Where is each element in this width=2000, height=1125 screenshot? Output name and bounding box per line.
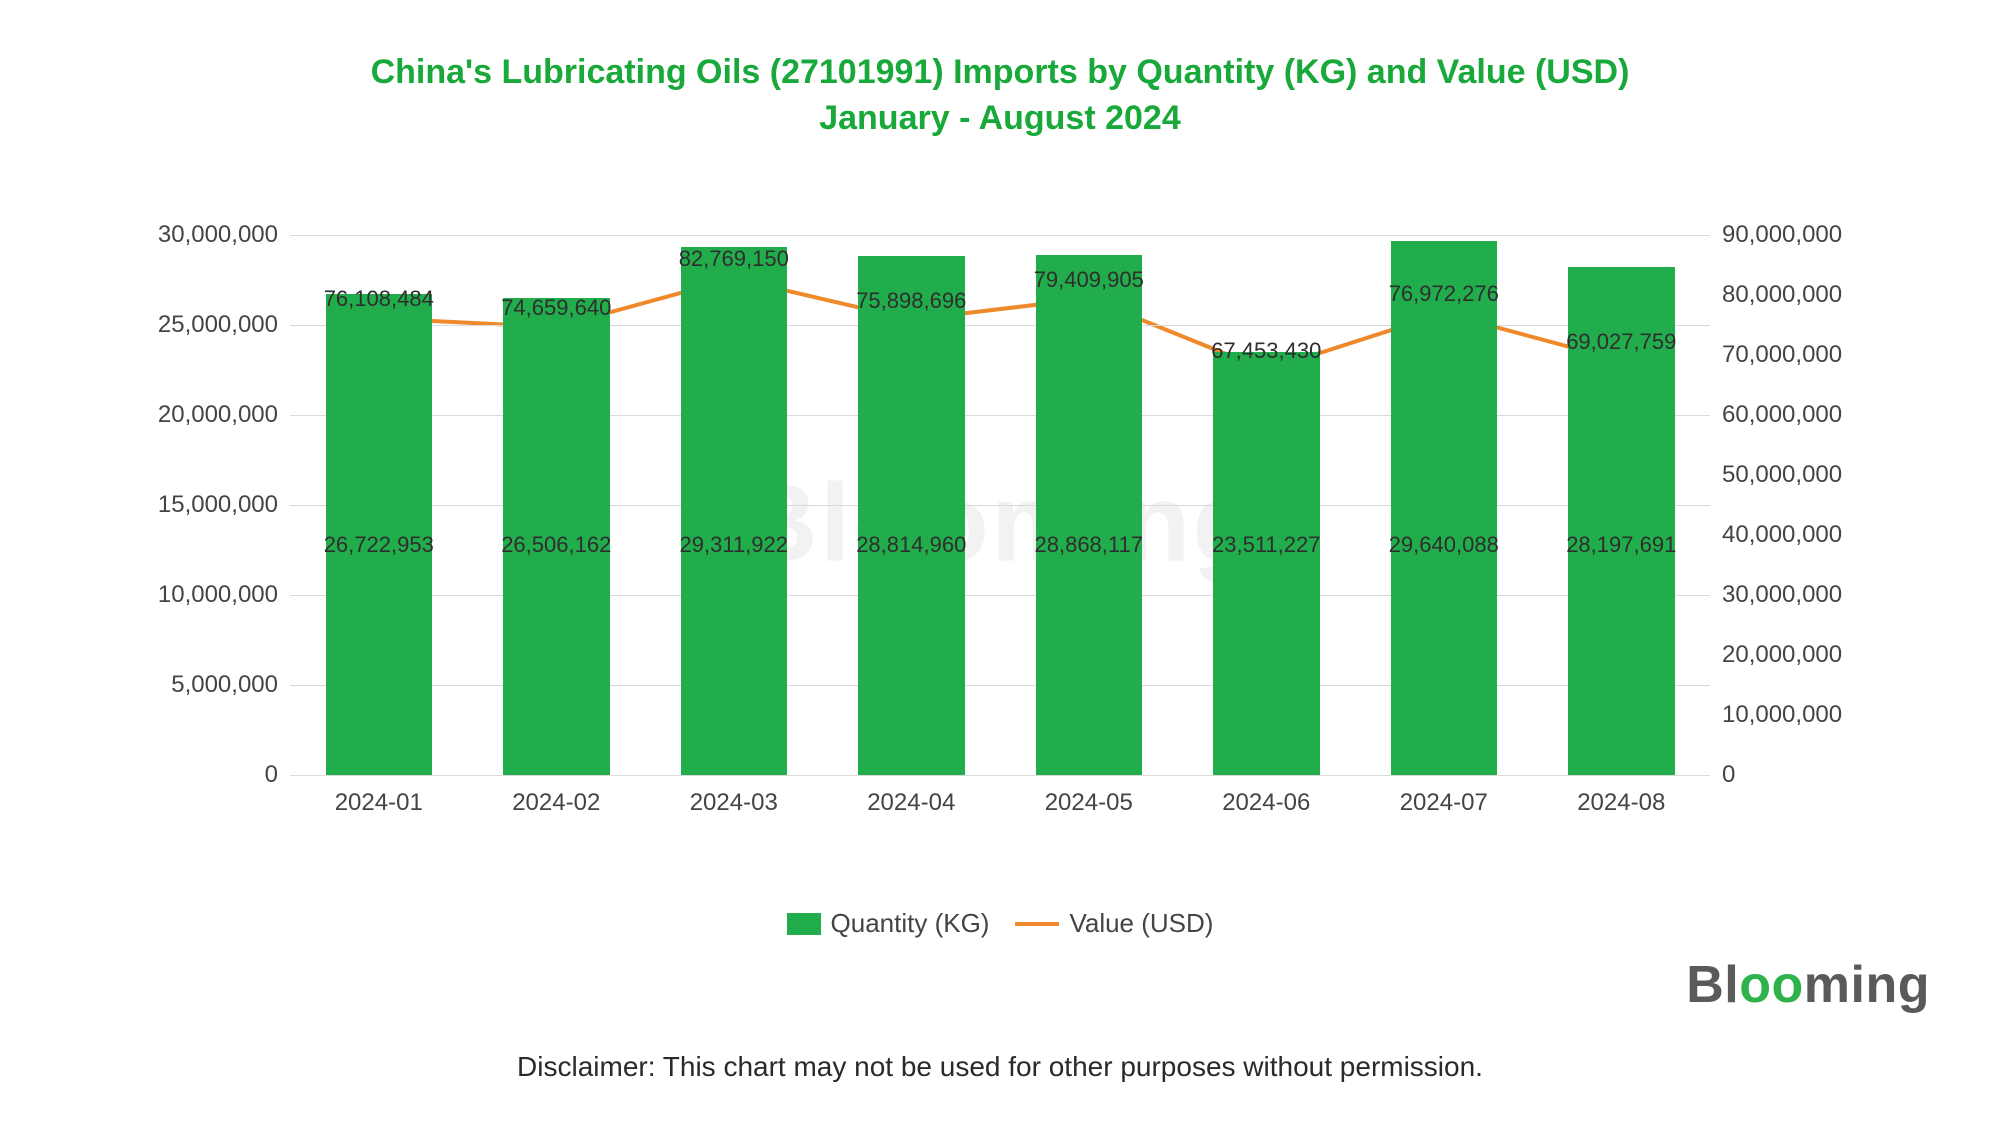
bar-data-label: 26,722,953	[324, 532, 434, 558]
brand-prefix: Bl	[1686, 956, 1739, 1014]
bar-data-label: 28,197,691	[1566, 532, 1676, 558]
line-data-label: 74,659,640	[501, 295, 611, 321]
y-right-tick: 0	[1722, 761, 1735, 789]
bar-data-label: 26,506,162	[501, 532, 611, 558]
title-line-2: January - August 2024	[0, 96, 2000, 142]
plot-area: 05,000,00010,000,00015,000,00020,000,000…	[290, 235, 1710, 775]
grid-line	[290, 775, 1710, 776]
line-data-label: 76,108,484	[324, 286, 434, 312]
x-tick: 2024-01	[335, 789, 423, 817]
x-tick: 2024-04	[867, 789, 955, 817]
bar	[681, 247, 788, 775]
y-right-tick: 10,000,000	[1722, 701, 1842, 729]
y-left-tick: 20,000,000	[158, 401, 278, 429]
bar	[1391, 241, 1498, 775]
bar-data-label: 23,511,227	[1212, 532, 1320, 558]
legend-item-quantity: Quantity (KG)	[787, 908, 990, 939]
brand-logo: Blooming	[1686, 955, 1930, 1015]
x-tick: 2024-08	[1577, 789, 1665, 817]
bar	[858, 256, 965, 775]
bar-data-label: 28,868,117	[1035, 532, 1143, 558]
bar-data-label: 28,814,960	[856, 532, 966, 558]
legend-item-value: Value (USD)	[1015, 908, 1213, 939]
legend-swatch-line-icon	[1015, 922, 1059, 926]
line-data-label: 82,769,150	[679, 246, 789, 272]
bar-data-label: 29,311,922	[680, 532, 788, 558]
x-tick: 2024-06	[1222, 789, 1310, 817]
y-right-tick: 50,000,000	[1722, 461, 1842, 489]
line-data-label: 76,972,276	[1389, 281, 1499, 307]
bar	[1036, 255, 1143, 775]
brand-suffix: ming	[1804, 956, 1930, 1014]
bar-data-label: 29,640,088	[1389, 532, 1499, 558]
chart-title: China's Lubricating Oils (27101991) Impo…	[0, 0, 2000, 142]
y-right-tick: 60,000,000	[1722, 401, 1842, 429]
y-right-tick: 70,000,000	[1722, 341, 1842, 369]
line-data-label: 67,453,430	[1211, 338, 1321, 364]
line-data-label: 79,409,905	[1034, 267, 1144, 293]
y-left-tick: 25,000,000	[158, 311, 278, 339]
y-right-tick: 30,000,000	[1722, 581, 1842, 609]
y-right-tick: 20,000,000	[1722, 641, 1842, 669]
legend-label-value: Value (USD)	[1069, 908, 1213, 939]
x-tick: 2024-07	[1400, 789, 1488, 817]
y-left-tick: 0	[265, 761, 278, 789]
x-tick: 2024-05	[1045, 789, 1133, 817]
bar	[1213, 352, 1320, 775]
line-data-label: 69,027,759	[1566, 329, 1676, 355]
grid-line	[290, 235, 1710, 236]
y-left-tick: 5,000,000	[171, 671, 278, 699]
x-tick: 2024-02	[512, 789, 600, 817]
brand-accent: oo	[1739, 956, 1804, 1014]
disclaimer-text: Disclaimer: This chart may not be used f…	[0, 1051, 2000, 1083]
y-left-tick: 15,000,000	[158, 491, 278, 519]
y-right-tick: 90,000,000	[1722, 221, 1842, 249]
y-right-tick: 80,000,000	[1722, 281, 1842, 309]
y-left-tick: 10,000,000	[158, 581, 278, 609]
legend: Quantity (KG) Value (USD)	[0, 908, 2000, 939]
y-left-tick: 30,000,000	[158, 221, 278, 249]
x-tick: 2024-03	[690, 789, 778, 817]
y-right-tick: 40,000,000	[1722, 521, 1842, 549]
legend-label-quantity: Quantity (KG)	[831, 908, 990, 939]
title-line-1: China's Lubricating Oils (27101991) Impo…	[0, 50, 2000, 96]
legend-swatch-bar-icon	[787, 913, 821, 935]
chart-container: Blooming 05,000,00010,000,00015,000,0002…	[120, 225, 1880, 845]
line-data-label: 75,898,696	[856, 288, 966, 314]
